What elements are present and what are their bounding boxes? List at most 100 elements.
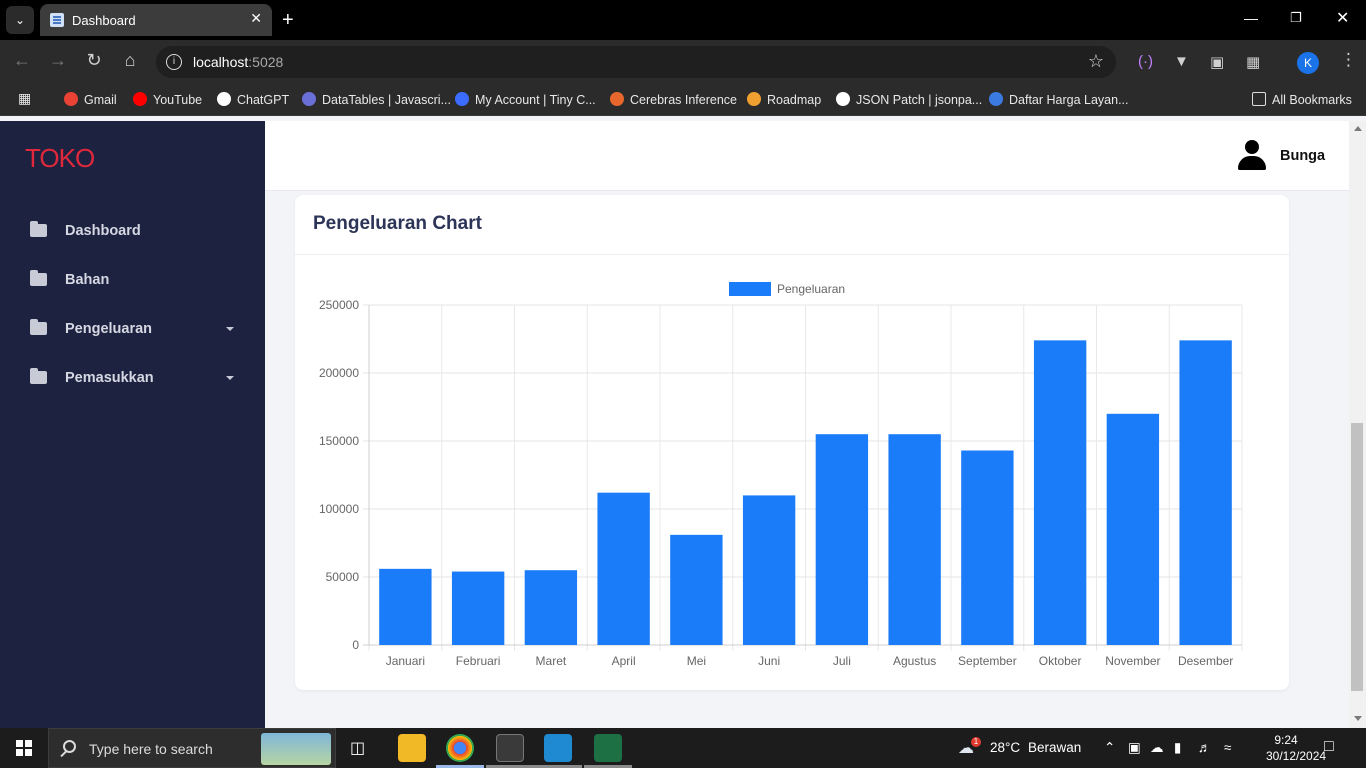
- new-tab-button[interactable]: +: [282, 9, 294, 31]
- address-bar[interactable]: i localhost:5028 ☆: [156, 46, 1116, 78]
- bookmark-item[interactable]: Roadmap: [747, 92, 821, 107]
- chevron-up-icon[interactable]: ⌃: [1104, 740, 1116, 755]
- excel-icon[interactable]: [594, 734, 622, 762]
- bookmark-item[interactable]: Daftar Harga Layan...: [989, 92, 1129, 107]
- notification-icon[interactable]: □: [1324, 738, 1334, 755]
- site-info-icon[interactable]: i: [166, 54, 182, 70]
- sidebar: TOKO Dashboard Bahan Pengeluaran Pemasukkan: [0, 121, 265, 728]
- taskbar: Type here to search ◫ ☁ 1 28°C Berawan ⌃…: [0, 728, 1366, 768]
- scroll-up-icon[interactable]: [1354, 126, 1362, 131]
- address-url: localhost:5028: [193, 54, 284, 70]
- sidebar-item-label: Pemasukkan: [65, 370, 154, 386]
- bar-juli[interactable]: [815, 434, 869, 645]
- sidebar-item-pengeluaran[interactable]: Pengeluaran: [0, 311, 265, 351]
- close-icon[interactable]: ✕: [250, 10, 262, 26]
- bookmark-item[interactable]: My Account | Tiny C...: [455, 92, 596, 107]
- onedrive-icon[interactable]: ☁: [1150, 740, 1164, 755]
- bar-april[interactable]: [597, 492, 650, 645]
- weather-text[interactable]: Berawan: [1028, 740, 1082, 755]
- bookmarks-bar: ▦ Gmail YouTube ChatGPT DataTables | Javasc…: [0, 84, 1366, 116]
- profile-avatar[interactable]: K: [1297, 52, 1319, 74]
- vscode-icon[interactable]: [544, 734, 572, 762]
- chrome-icon[interactable]: [446, 734, 474, 762]
- folder-icon: [30, 319, 47, 335]
- meet-icon[interactable]: ▣: [1128, 740, 1141, 755]
- minimize-icon[interactable]: —: [1244, 10, 1258, 26]
- page-scrollbar[interactable]: [1349, 121, 1366, 728]
- forward-icon[interactable]: →: [49, 50, 67, 70]
- window-close-icon[interactable]: ✕: [1336, 10, 1350, 27]
- bar-november[interactable]: [1106, 413, 1160, 645]
- task-view-icon[interactable]: ◫: [350, 740, 366, 757]
- user-name[interactable]: Bunga: [1280, 148, 1326, 164]
- bookmark-item[interactable]: Cerebras Inference: [610, 92, 737, 107]
- x-tick-label: Maret: [536, 654, 567, 668]
- tab-search-button[interactable]: ⌄: [6, 6, 34, 34]
- windows-start-icon[interactable]: [16, 740, 32, 756]
- x-tick-label: Agustus: [893, 654, 936, 668]
- bar-mei[interactable]: [670, 534, 723, 645]
- extension-v-icon[interactable]: ▼: [1174, 53, 1189, 70]
- all-bookmarks[interactable]: All Bookmarks: [1252, 92, 1352, 107]
- x-tick-label: Juni: [758, 654, 780, 668]
- terminal-icon[interactable]: [496, 734, 524, 762]
- browser-tabbar: ⌄ Dashboard ✕ + — ❐ ✕: [0, 0, 1366, 40]
- sidebar-item-bahan[interactable]: Bahan: [0, 262, 265, 302]
- bar-agustus[interactable]: [888, 434, 941, 645]
- x-tick-label: April: [612, 654, 636, 668]
- camera-icon[interactable]: ▣: [1210, 54, 1225, 71]
- bar-januari[interactable]: [379, 568, 432, 645]
- scroll-thumb[interactable]: [1351, 423, 1363, 691]
- sidebar-item-pemasukkan[interactable]: Pemasukkan: [0, 360, 265, 400]
- bar-juni[interactable]: [742, 495, 796, 645]
- y-tick-label: 50000: [326, 570, 360, 584]
- y-tick-label: 200000: [319, 366, 359, 380]
- volume-icon[interactable]: ♬: [1198, 740, 1212, 755]
- sidebar-item-dashboard[interactable]: Dashboard: [0, 213, 265, 253]
- browser-tab[interactable]: Dashboard ✕: [40, 4, 272, 36]
- puzzle-icon[interactable]: ▦: [1246, 54, 1261, 71]
- bookmark-item[interactable]: JSON Patch | jsonpa...: [836, 92, 982, 107]
- bookmark-favicon-icon: [836, 92, 850, 106]
- caret-down-icon[interactable]: [226, 376, 234, 380]
- extension-radio-icon[interactable]: (·): [1138, 53, 1153, 70]
- bar-desember[interactable]: [1179, 340, 1232, 645]
- legend-label[interactable]: Pengeluaran: [777, 282, 845, 296]
- legend-swatch[interactable]: [729, 282, 771, 296]
- bar-maret[interactable]: [524, 570, 578, 645]
- wifi-icon[interactable]: ≈: [1224, 740, 1232, 755]
- bookmark-star-icon[interactable]: ☆: [1087, 51, 1104, 71]
- caret-down-icon[interactable]: [226, 327, 234, 331]
- weather-icon[interactable]: ☁: [958, 740, 974, 757]
- chrome-active-indicator: [436, 765, 484, 768]
- excel-running-indicator: [584, 765, 632, 768]
- bookmark-favicon-icon: [64, 92, 78, 106]
- clock[interactable]: 9:24 30/12/2024: [1266, 733, 1327, 763]
- bar-februari[interactable]: [451, 571, 505, 645]
- chart-card: Pengeluaran Chart 0 50000 100000 150000 2000…: [295, 195, 1289, 690]
- reload-icon[interactable]: ↻: [86, 50, 102, 70]
- weather-temp[interactable]: 28°C: [990, 740, 1021, 755]
- bookmark-item[interactable]: YouTube: [133, 92, 202, 107]
- folder-icon: [30, 270, 47, 286]
- restore-icon[interactable]: ❐: [1290, 10, 1302, 25]
- apps-grid-icon[interactable]: ▦: [18, 90, 32, 106]
- menu-dots-icon[interactable]: ⋮: [1340, 50, 1357, 69]
- x-tick-label: Oktober: [1039, 654, 1082, 668]
- bookmark-item[interactable]: Gmail: [64, 92, 117, 107]
- file-explorer-icon[interactable]: [398, 734, 426, 762]
- x-tick-label: Februari: [456, 654, 501, 668]
- back-icon[interactable]: ←: [13, 50, 31, 70]
- bar-september[interactable]: [961, 450, 1014, 645]
- bookmark-item[interactable]: DataTables | Javascri...: [302, 92, 451, 107]
- bookmark-item[interactable]: ChatGPT: [217, 92, 289, 107]
- taskbar-search[interactable]: Type here to search: [48, 728, 336, 768]
- user-icon[interactable]: [1237, 140, 1267, 172]
- battery-icon[interactable]: ▮: [1174, 740, 1182, 755]
- x-tick-label: September: [958, 654, 1017, 668]
- brand-logo[interactable]: TOKO: [25, 143, 95, 173]
- home-icon[interactable]: ⌂: [124, 50, 136, 70]
- bar-oktober[interactable]: [1033, 340, 1087, 645]
- scroll-down-icon[interactable]: [1354, 716, 1362, 721]
- sidebar-item-label: Bahan: [65, 272, 110, 288]
